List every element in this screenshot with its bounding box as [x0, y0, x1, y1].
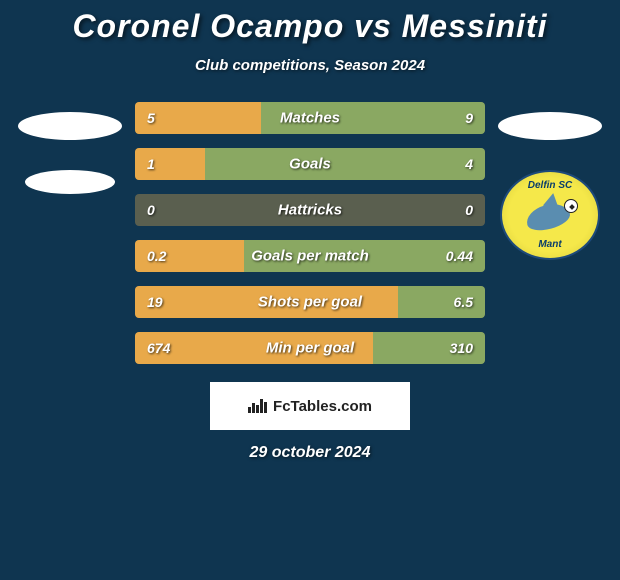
stat-value-left: 1: [147, 156, 155, 172]
stat-value-left: 674: [147, 340, 170, 356]
stat-value-right: 6.5: [454, 294, 473, 310]
stat-value-right: 0.44: [446, 248, 473, 264]
stat-value-left: 0.2: [147, 248, 166, 264]
team-badge-delfin: Delfin SC Mant: [500, 170, 600, 260]
stat-row: Hattricks 0 0: [135, 194, 485, 226]
stat-value-left: 19: [147, 294, 163, 310]
bar-chart-icon: [248, 399, 267, 413]
left-side-column: [15, 102, 125, 194]
bar-segment-left: [135, 148, 205, 180]
badge-bottom-text: Mant: [538, 239, 561, 250]
stat-label: Goals: [289, 156, 331, 173]
bar-segment-right: [205, 148, 485, 180]
stat-value-right: 4: [465, 156, 473, 172]
stat-label: Shots per goal: [258, 294, 362, 311]
stat-row: Min per goal 674 310: [135, 332, 485, 364]
stat-bars: Matches 5 9 Goals 1 4 Hattricks 0 0 Goals per mat…: [135, 102, 485, 364]
stat-row: Goals per match 0.2 0.44: [135, 240, 485, 272]
stat-row: Goals 1 4: [135, 148, 485, 180]
stat-label: Min per goal: [266, 340, 354, 357]
page-title: Coronel Ocampo vs Messiniti: [0, 8, 620, 45]
content-row: Matches 5 9 Goals 1 4 Hattricks 0 0 Goals per mat…: [0, 102, 620, 364]
player-badge-placeholder: [18, 112, 122, 140]
stat-value-right: 0: [465, 202, 473, 218]
badge-top-text: Delfin SC: [528, 180, 572, 191]
dolphin-icon: [520, 195, 580, 235]
brand-box: FcTables.com: [210, 382, 410, 430]
stat-label: Goals per match: [251, 248, 369, 265]
brand-text: FcTables.com: [273, 398, 372, 415]
stats-comparison-card: Coronel Ocampo vs Messiniti Club competi…: [0, 0, 620, 580]
player-badge-placeholder: [498, 112, 602, 140]
stat-value-right: 310: [450, 340, 473, 356]
stat-value-right: 9: [465, 110, 473, 126]
stat-label: Matches: [280, 110, 340, 127]
stat-value-left: 5: [147, 110, 155, 126]
subtitle: Club competitions, Season 2024: [0, 57, 620, 74]
right-side-column: Delfin SC Mant: [495, 102, 605, 260]
team-badge-placeholder: [25, 170, 115, 194]
stat-row: Matches 5 9: [135, 102, 485, 134]
stat-row: Shots per goal 19 6.5: [135, 286, 485, 318]
date: 29 october 2024: [0, 444, 620, 462]
stat-label: Hattricks: [278, 202, 342, 219]
stat-value-left: 0: [147, 202, 155, 218]
